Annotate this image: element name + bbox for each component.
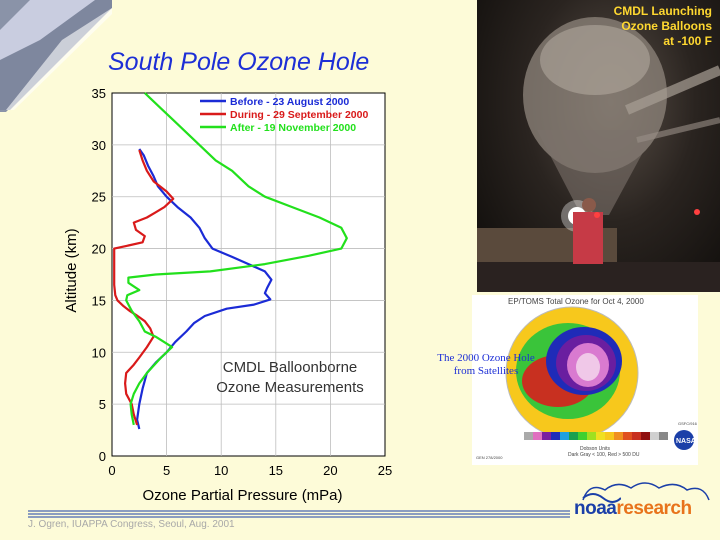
y-tick-label: 10 [92,345,106,360]
toms-units: Dobson Units [580,446,611,452]
logo-noaa: noaa [574,498,617,519]
balloon-illustration [477,17,720,292]
x-tick-label: 25 [378,463,392,478]
ozone-map-graphic: NASA Dobson Units Dark Gray < 100, Red >… [476,306,698,460]
satellite-caption: The 2000 Ozone Hole from Satellites [437,352,535,377]
y-tick-label: 30 [92,138,106,153]
slide-title: South Pole Ozone Hole [108,48,370,76]
corner-decoration [0,0,112,112]
series-line-2 [113,149,175,426]
x-tick-label: 0 [108,463,115,478]
y-axis-label: Altitude (km) [63,228,80,312]
toms-note: Dark Gray < 100, Red > 500 DU [568,452,640,458]
series-line-3 [125,92,348,426]
noaa-wave-icon [582,493,621,503]
y-tick-label: 20 [92,242,106,257]
noaa-research-logo: noaaresearch [574,498,692,520]
balloon-launch-photo: CMDL Launching Ozone Balloons at -100 F [477,0,720,292]
x-tick-label: 10 [214,463,228,478]
plot-annotation: CMDL Balloonborne Ozone Measurements [216,359,364,396]
toms-id: GSFC/916 [678,421,698,426]
y-tick-label: 5 [99,397,106,412]
footer-credit: J. Ogren, IUAPPA Congress, Seoul, Aug. 2… [28,519,235,530]
ozone-profile-chart: 0 5 10 15 20 25 0 5 10 15 20 25 30 35 Ozone Partial Pr… [63,86,392,504]
y-tick-label: 25 [92,190,106,205]
y-tick-label: 15 [92,293,106,308]
toms-code: GEN 278/2000 [476,455,503,460]
toms-title: EP/TOMS Total Ozone for Oct 4, 2000 [508,297,644,306]
y-tick-label: 0 [99,449,106,464]
legend-label-1: Before - 23 August 2000 [230,96,349,108]
footer-rule [28,510,570,518]
toms-satellite-map: NASA Dobson Units Dark Gray < 100, Red >… [472,295,698,465]
y-tick-label: 35 [92,86,106,101]
plot-area [111,92,386,457]
x-tick-label: 20 [323,463,337,478]
x-axis-label: Ozone Partial Pressure (mPa) [142,487,342,504]
noaa-cloud-graphic [582,482,710,501]
x-tick-label: 5 [163,463,170,478]
x-tick-label: 15 [269,463,283,478]
legend-label-3: After - 19 November 2000 [230,122,356,134]
svg-text:NASA: NASA [676,438,696,445]
legend-label-2: During - 29 September 2000 [230,109,368,121]
logo-research: research [616,498,692,519]
photo-caption: CMDL Launching Ozone Balloons at -100 F [613,4,712,48]
